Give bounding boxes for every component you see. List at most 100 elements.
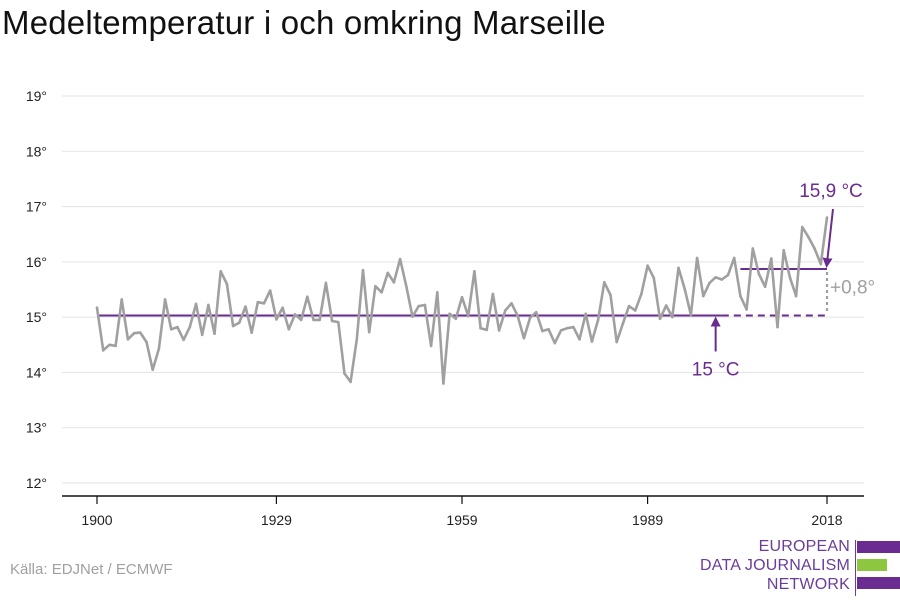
- data-point: [429, 344, 433, 348]
- data-point: [231, 324, 235, 328]
- data-point: [497, 329, 501, 332]
- data-point: [324, 281, 328, 285]
- data-point: [522, 336, 526, 340]
- data-point: [336, 320, 340, 324]
- data-point: [299, 318, 303, 322]
- data-point: [114, 344, 117, 348]
- x-tick-label: 1959: [446, 512, 477, 528]
- logo-bar-purple-1: [857, 541, 900, 553]
- data-point: [374, 284, 377, 288]
- data-point: [237, 321, 241, 324]
- data-point: [627, 304, 631, 308]
- data-point: [139, 331, 142, 334]
- data-point: [720, 278, 724, 281]
- data-point: [306, 295, 309, 298]
- data-point: [516, 314, 519, 318]
- data-point: [95, 306, 99, 310]
- y-tick-label: 18°: [26, 143, 47, 159]
- data-point: [213, 332, 216, 336]
- data-point: [101, 349, 105, 352]
- data-point: [392, 281, 396, 284]
- y-axis: 12° 13° 14° 15° 16° 17° 18° 19°: [26, 88, 47, 491]
- data-point: [256, 300, 260, 304]
- data-point: [745, 308, 748, 311]
- annotation-difference: +0,8°: [830, 277, 875, 298]
- data-point: [405, 284, 408, 288]
- x-tick-label: 2018: [811, 512, 842, 528]
- data-point: [157, 347, 161, 350]
- data-point: [361, 268, 365, 272]
- data-point: [423, 303, 427, 307]
- data-point: [466, 314, 470, 318]
- data-point: [534, 310, 538, 314]
- data-point: [596, 318, 600, 322]
- data-point: [330, 319, 334, 323]
- data-point: [664, 304, 668, 307]
- data-point: [565, 326, 569, 330]
- data-point: [621, 322, 625, 326]
- data-point: [262, 302, 266, 305]
- logo-divider: [855, 540, 856, 596]
- data-point: [658, 317, 662, 321]
- data-point: [318, 318, 322, 322]
- arrow-15-9c: [822, 208, 834, 269]
- annotations: 15 °C 15,9 °C +0,8°: [692, 181, 875, 380]
- data-point: [244, 305, 247, 308]
- data-point: [578, 337, 581, 341]
- data-point: [132, 331, 136, 335]
- y-tick-label: 19°: [26, 88, 47, 104]
- data-point: [590, 340, 594, 343]
- data-point: [652, 276, 656, 280]
- data-point: [268, 289, 272, 292]
- data-point: [151, 368, 154, 371]
- data-point: [194, 302, 198, 306]
- data-point: [547, 328, 550, 331]
- data-point: [776, 325, 779, 329]
- data-point: [250, 331, 253, 334]
- data-point: [460, 295, 464, 299]
- data-point: [794, 294, 798, 298]
- logo-line-1: EUROPEAN: [758, 538, 850, 555]
- average-lines: [97, 268, 827, 317]
- data-point: [825, 216, 829, 219]
- data-point: [807, 235, 810, 239]
- y-tick-label: 17°: [26, 199, 47, 215]
- data-point: [646, 264, 649, 268]
- data-point: [683, 287, 687, 291]
- data-point: [176, 325, 179, 329]
- data-point: [572, 325, 575, 329]
- data-point: [293, 313, 297, 316]
- data-point: [182, 338, 185, 342]
- data-point: [714, 276, 717, 279]
- data-point: [275, 318, 278, 321]
- data-point: [145, 340, 148, 344]
- data-point: [411, 315, 414, 318]
- data-point: [312, 318, 315, 322]
- data-point: [485, 328, 489, 332]
- y-tick-label: 15°: [26, 309, 47, 325]
- data-point: [763, 285, 767, 289]
- data-point: [200, 333, 204, 337]
- source-note: Källa: EDJNet / ECMWF: [10, 561, 173, 578]
- data-point: [541, 329, 544, 333]
- data-point: [281, 306, 284, 310]
- data-point: [126, 337, 130, 341]
- y-tick-label: 14°: [26, 364, 47, 380]
- x-tick-label: 1900: [81, 512, 112, 528]
- data-point: [473, 269, 476, 273]
- data-point: [380, 290, 383, 294]
- logo-bar-purple-2: [857, 577, 900, 589]
- data-point: [417, 304, 420, 308]
- data-point: [782, 248, 785, 252]
- data-point: [609, 293, 612, 297]
- logo-line-3: NETWORK: [766, 576, 850, 593]
- data-point: [225, 282, 229, 286]
- data-point: [640, 292, 643, 296]
- data-point: [677, 266, 680, 270]
- x-tick-label: 1989: [632, 512, 663, 528]
- data-point: [442, 382, 445, 385]
- data-point: [813, 247, 816, 250]
- logo-line-2: DATA JOURNALISM: [700, 557, 850, 574]
- data-point: [726, 273, 730, 277]
